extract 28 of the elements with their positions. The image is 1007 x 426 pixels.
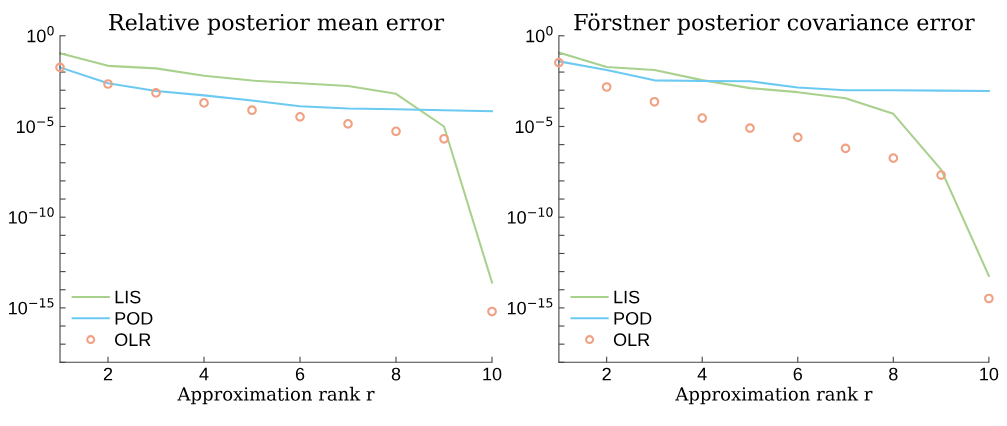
x-tick-label: 6 — [295, 367, 305, 381]
y-tick-label: 10$^{−5}$ — [16, 116, 54, 134]
chart-title: Relative posterior mean error — [109, 13, 445, 35]
legend-label: OLR — [115, 333, 151, 347]
x-tick-label: 2 — [602, 367, 611, 381]
x-tick-label: 8 — [391, 367, 401, 381]
x-tick-label: 10 — [980, 367, 999, 381]
y-tick-label: 10$^{−15}$ — [507, 298, 553, 315]
x-tick-label: 4 — [697, 367, 707, 381]
legend-label: POD — [115, 311, 153, 325]
x-axis-title: Approximation rank r — [675, 386, 873, 405]
chart-title: Förstner posterior covariance error — [574, 13, 975, 35]
y-tick-label: 10$^{−10}$ — [9, 207, 54, 224]
x-tick-label: 2 — [103, 367, 113, 381]
y-tick-label: 10$^{−15}$ — [9, 298, 54, 315]
x-tick-label: 6 — [793, 367, 802, 381]
y-tick-label: 10$^{0}$ — [27, 25, 54, 43]
x-tick-label: 10 — [483, 367, 502, 381]
y-tick-label: 10$^{−10}$ — [507, 207, 553, 224]
legend-label: LIS — [115, 290, 141, 304]
y-tick-label: 10$^{−5}$ — [515, 116, 553, 134]
legend-label: POD — [614, 311, 652, 325]
legend-label: LIS — [614, 290, 640, 304]
x-axis-title: Approximation rank r — [177, 386, 375, 405]
x-tick-label: 8 — [889, 367, 898, 381]
legend-label: OLR — [613, 333, 650, 347]
x-tick-label: 4 — [199, 367, 209, 381]
y-tick-label: 10$^{0}$ — [526, 25, 553, 43]
